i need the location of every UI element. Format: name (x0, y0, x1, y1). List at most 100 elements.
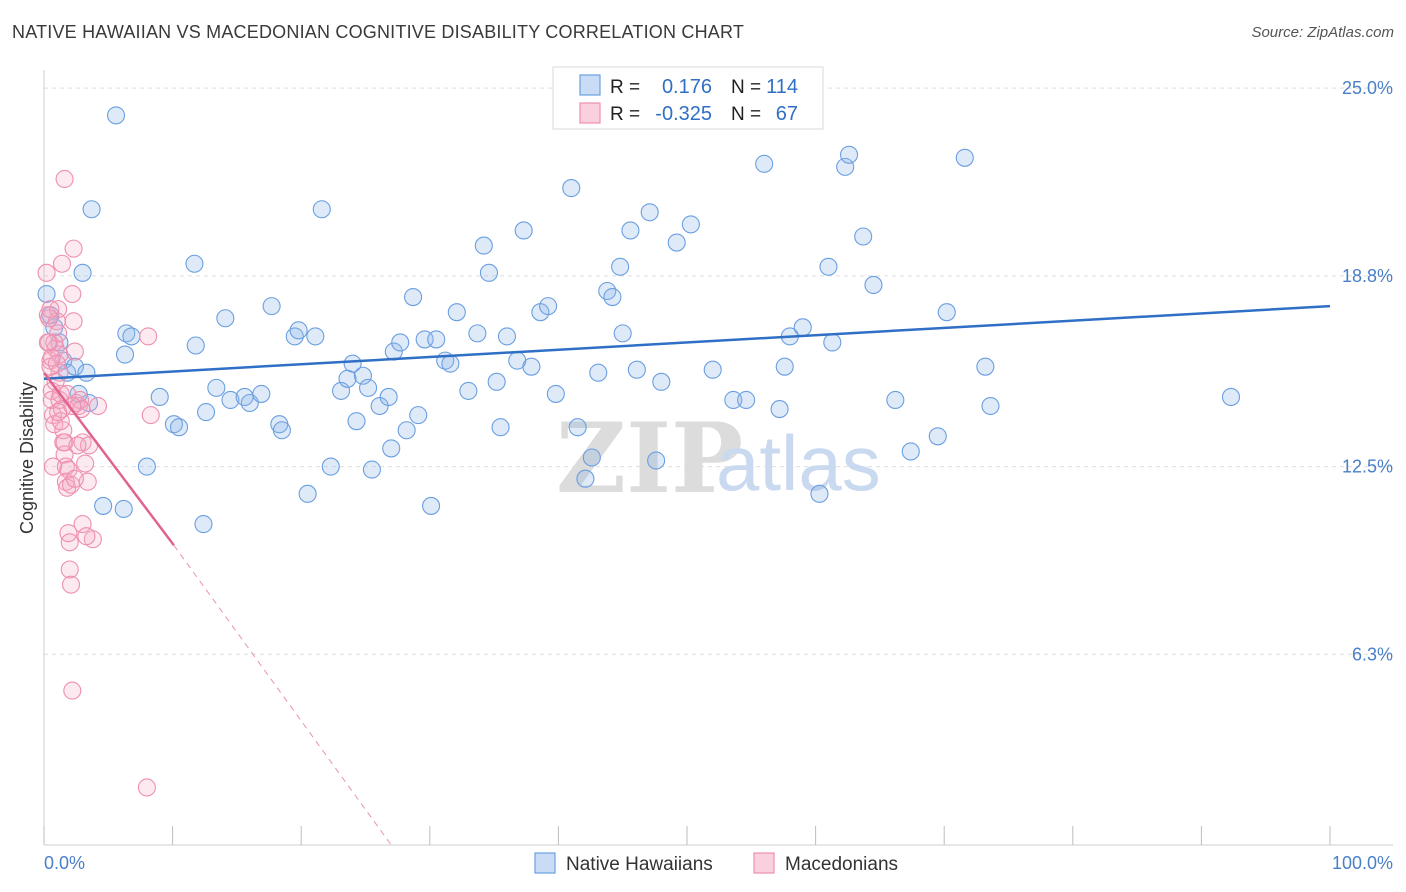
legend-native-label: Native Hawaiians (566, 854, 713, 875)
native-point (487, 372, 506, 391)
macedonian-r-value: -0.325 (655, 103, 712, 125)
native-point (864, 275, 883, 294)
macedonian-trend-extension (173, 544, 392, 846)
native-point (576, 469, 595, 488)
native-point (73, 263, 92, 282)
native-point (82, 200, 101, 219)
legend-native-swatch (534, 852, 556, 874)
native-point (404, 288, 423, 307)
native-point (115, 345, 135, 364)
native-point (839, 145, 859, 164)
native-point (981, 396, 1000, 416)
native-point (353, 366, 372, 385)
source-label: Source: ZipAtlas.com (1251, 24, 1394, 41)
native-point (652, 372, 671, 391)
macedonian-point (65, 342, 84, 361)
native-point (379, 387, 398, 407)
native-point (901, 442, 920, 461)
native-point (976, 357, 995, 376)
native-point (497, 327, 517, 346)
native-point (164, 415, 183, 434)
macedonian-point (64, 312, 83, 331)
native-point (169, 418, 189, 437)
native-point (207, 378, 226, 397)
macedonian-point (47, 354, 66, 373)
native-point (252, 384, 271, 403)
native-n-value: 114 (766, 76, 798, 98)
native-point (221, 390, 240, 410)
native-point (65, 357, 84, 376)
macedonian-point (38, 333, 57, 352)
macedonian-point (60, 533, 79, 552)
native-r-value: 0.176 (662, 76, 712, 98)
native-point (724, 390, 743, 410)
y-tick-label: 25.0% (1342, 78, 1393, 98)
native-point (539, 297, 558, 316)
macedonian-point (60, 560, 79, 579)
native-point (186, 336, 205, 355)
native-point (667, 233, 686, 252)
y-tick-label: 6.3% (1352, 644, 1393, 664)
native-point (262, 297, 281, 316)
native-point (598, 281, 617, 301)
series-legend: Native Hawaiians Macedonians (534, 852, 898, 875)
macedonian-point (42, 348, 61, 367)
native-point (775, 357, 794, 376)
native-point (194, 515, 213, 534)
native-point (298, 484, 317, 503)
native-point (491, 418, 510, 437)
native-point (94, 496, 113, 515)
legend-macedonian-label: Macedonians (785, 854, 898, 875)
native-point (589, 363, 608, 382)
native-point (122, 327, 141, 346)
macedonian-r-label: R = (610, 104, 640, 125)
macedonian-point (63, 681, 82, 700)
native-point (272, 421, 291, 440)
native-trend-line (43, 304, 1331, 381)
native-point (468, 324, 487, 343)
macedonian-point (52, 254, 72, 273)
native-point (106, 106, 126, 125)
macedonian-point (64, 239, 83, 258)
macedonian-n-value: 67 (776, 103, 798, 125)
macedonian-point (45, 333, 64, 352)
native-hawaiian-points (37, 106, 1241, 534)
native-point (306, 327, 325, 346)
native-point (854, 227, 873, 246)
macedonian-point (76, 454, 95, 473)
native-point (793, 318, 812, 337)
native-point (114, 499, 133, 519)
native-point (409, 406, 428, 425)
native-r-label: R = (610, 77, 640, 98)
native-point (117, 324, 136, 343)
native-point (755, 154, 774, 173)
native-point (562, 179, 581, 198)
macedonian-trend-line (43, 371, 175, 547)
macedonian-n-label: N = (731, 104, 761, 125)
axes (43, 70, 1393, 846)
native-point (568, 418, 587, 437)
native-point (546, 384, 565, 403)
native-point (422, 496, 441, 515)
y-tick-label: 18.8% (1342, 266, 1393, 286)
native-point (621, 221, 640, 240)
native-point (703, 360, 722, 379)
native-point (1221, 387, 1241, 407)
native-point (611, 257, 630, 276)
native-point (522, 357, 541, 376)
native-point (582, 448, 601, 467)
native-point (603, 288, 622, 307)
x-tick-label-max: 100.0% (1332, 853, 1393, 873)
macedonian-point (41, 300, 60, 319)
native-point (359, 378, 378, 397)
native-point (338, 369, 357, 388)
native-point (937, 303, 956, 322)
native-point (391, 333, 410, 352)
native-point (37, 284, 56, 304)
native-point (216, 309, 235, 328)
native-point (886, 390, 905, 410)
macedonian-point (59, 460, 78, 479)
native-point (459, 381, 478, 400)
macedonian-point (43, 457, 63, 476)
